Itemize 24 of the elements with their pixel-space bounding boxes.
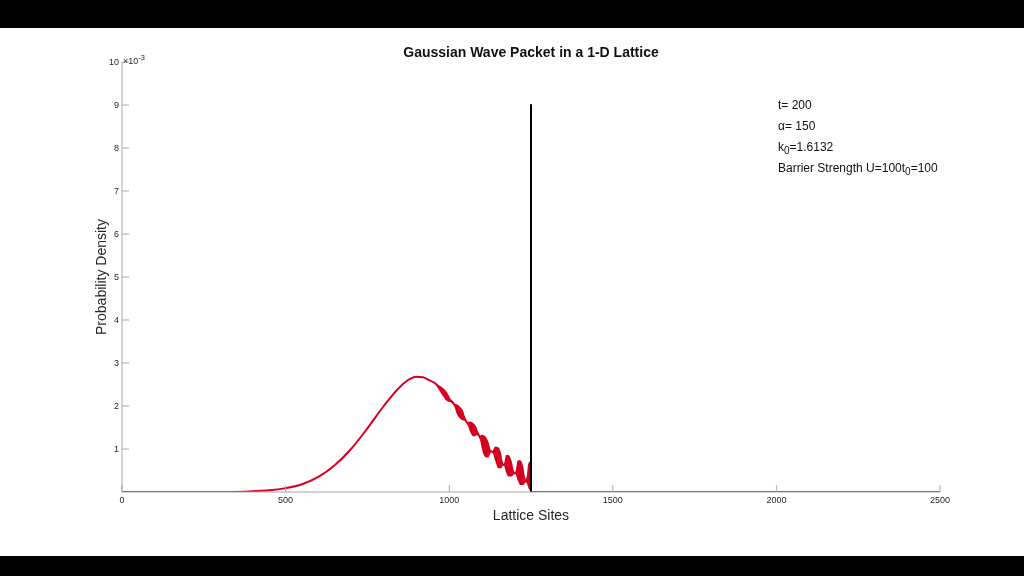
y-tick-label: 6 bbox=[113, 229, 119, 240]
y-tick-label: 2 bbox=[113, 401, 119, 412]
y-tick-label: 3 bbox=[113, 358, 119, 369]
x-tick-label: 2500 bbox=[929, 495, 951, 506]
x-tick-label: 1500 bbox=[602, 495, 623, 506]
chart-title: Gaussian Wave Packet in a 1-D Lattice bbox=[403, 44, 659, 60]
x-axis-title: Lattice Sites bbox=[492, 507, 570, 523]
y-tick-label: 9 bbox=[113, 100, 119, 111]
annotation: Barrier Strength U=100t$_{0}$=100 bbox=[778, 161, 938, 178]
y-axis-title: Probability Density bbox=[93, 219, 109, 335]
y-tick-label: 4 bbox=[113, 315, 119, 326]
annotation: ×10$^{-3}$ bbox=[123, 53, 145, 66]
x-tick-label: 500 bbox=[278, 495, 294, 506]
annotation: k$_{0}$=1.6132 bbox=[778, 140, 834, 157]
annotation: α= 150 bbox=[778, 119, 816, 133]
y-tick-label: 7 bbox=[113, 186, 119, 197]
y-tick-label: 1 bbox=[113, 444, 119, 455]
x-tick-label: 0 bbox=[119, 495, 125, 506]
annotation: t= 200 bbox=[778, 98, 812, 112]
x-tick-label: 1000 bbox=[439, 495, 460, 506]
x-tick-label: 2000 bbox=[766, 495, 787, 506]
y-tick-label: 10 bbox=[108, 57, 119, 68]
y-tick-label: 5 bbox=[113, 272, 119, 283]
y-tick-label: 8 bbox=[113, 143, 119, 154]
